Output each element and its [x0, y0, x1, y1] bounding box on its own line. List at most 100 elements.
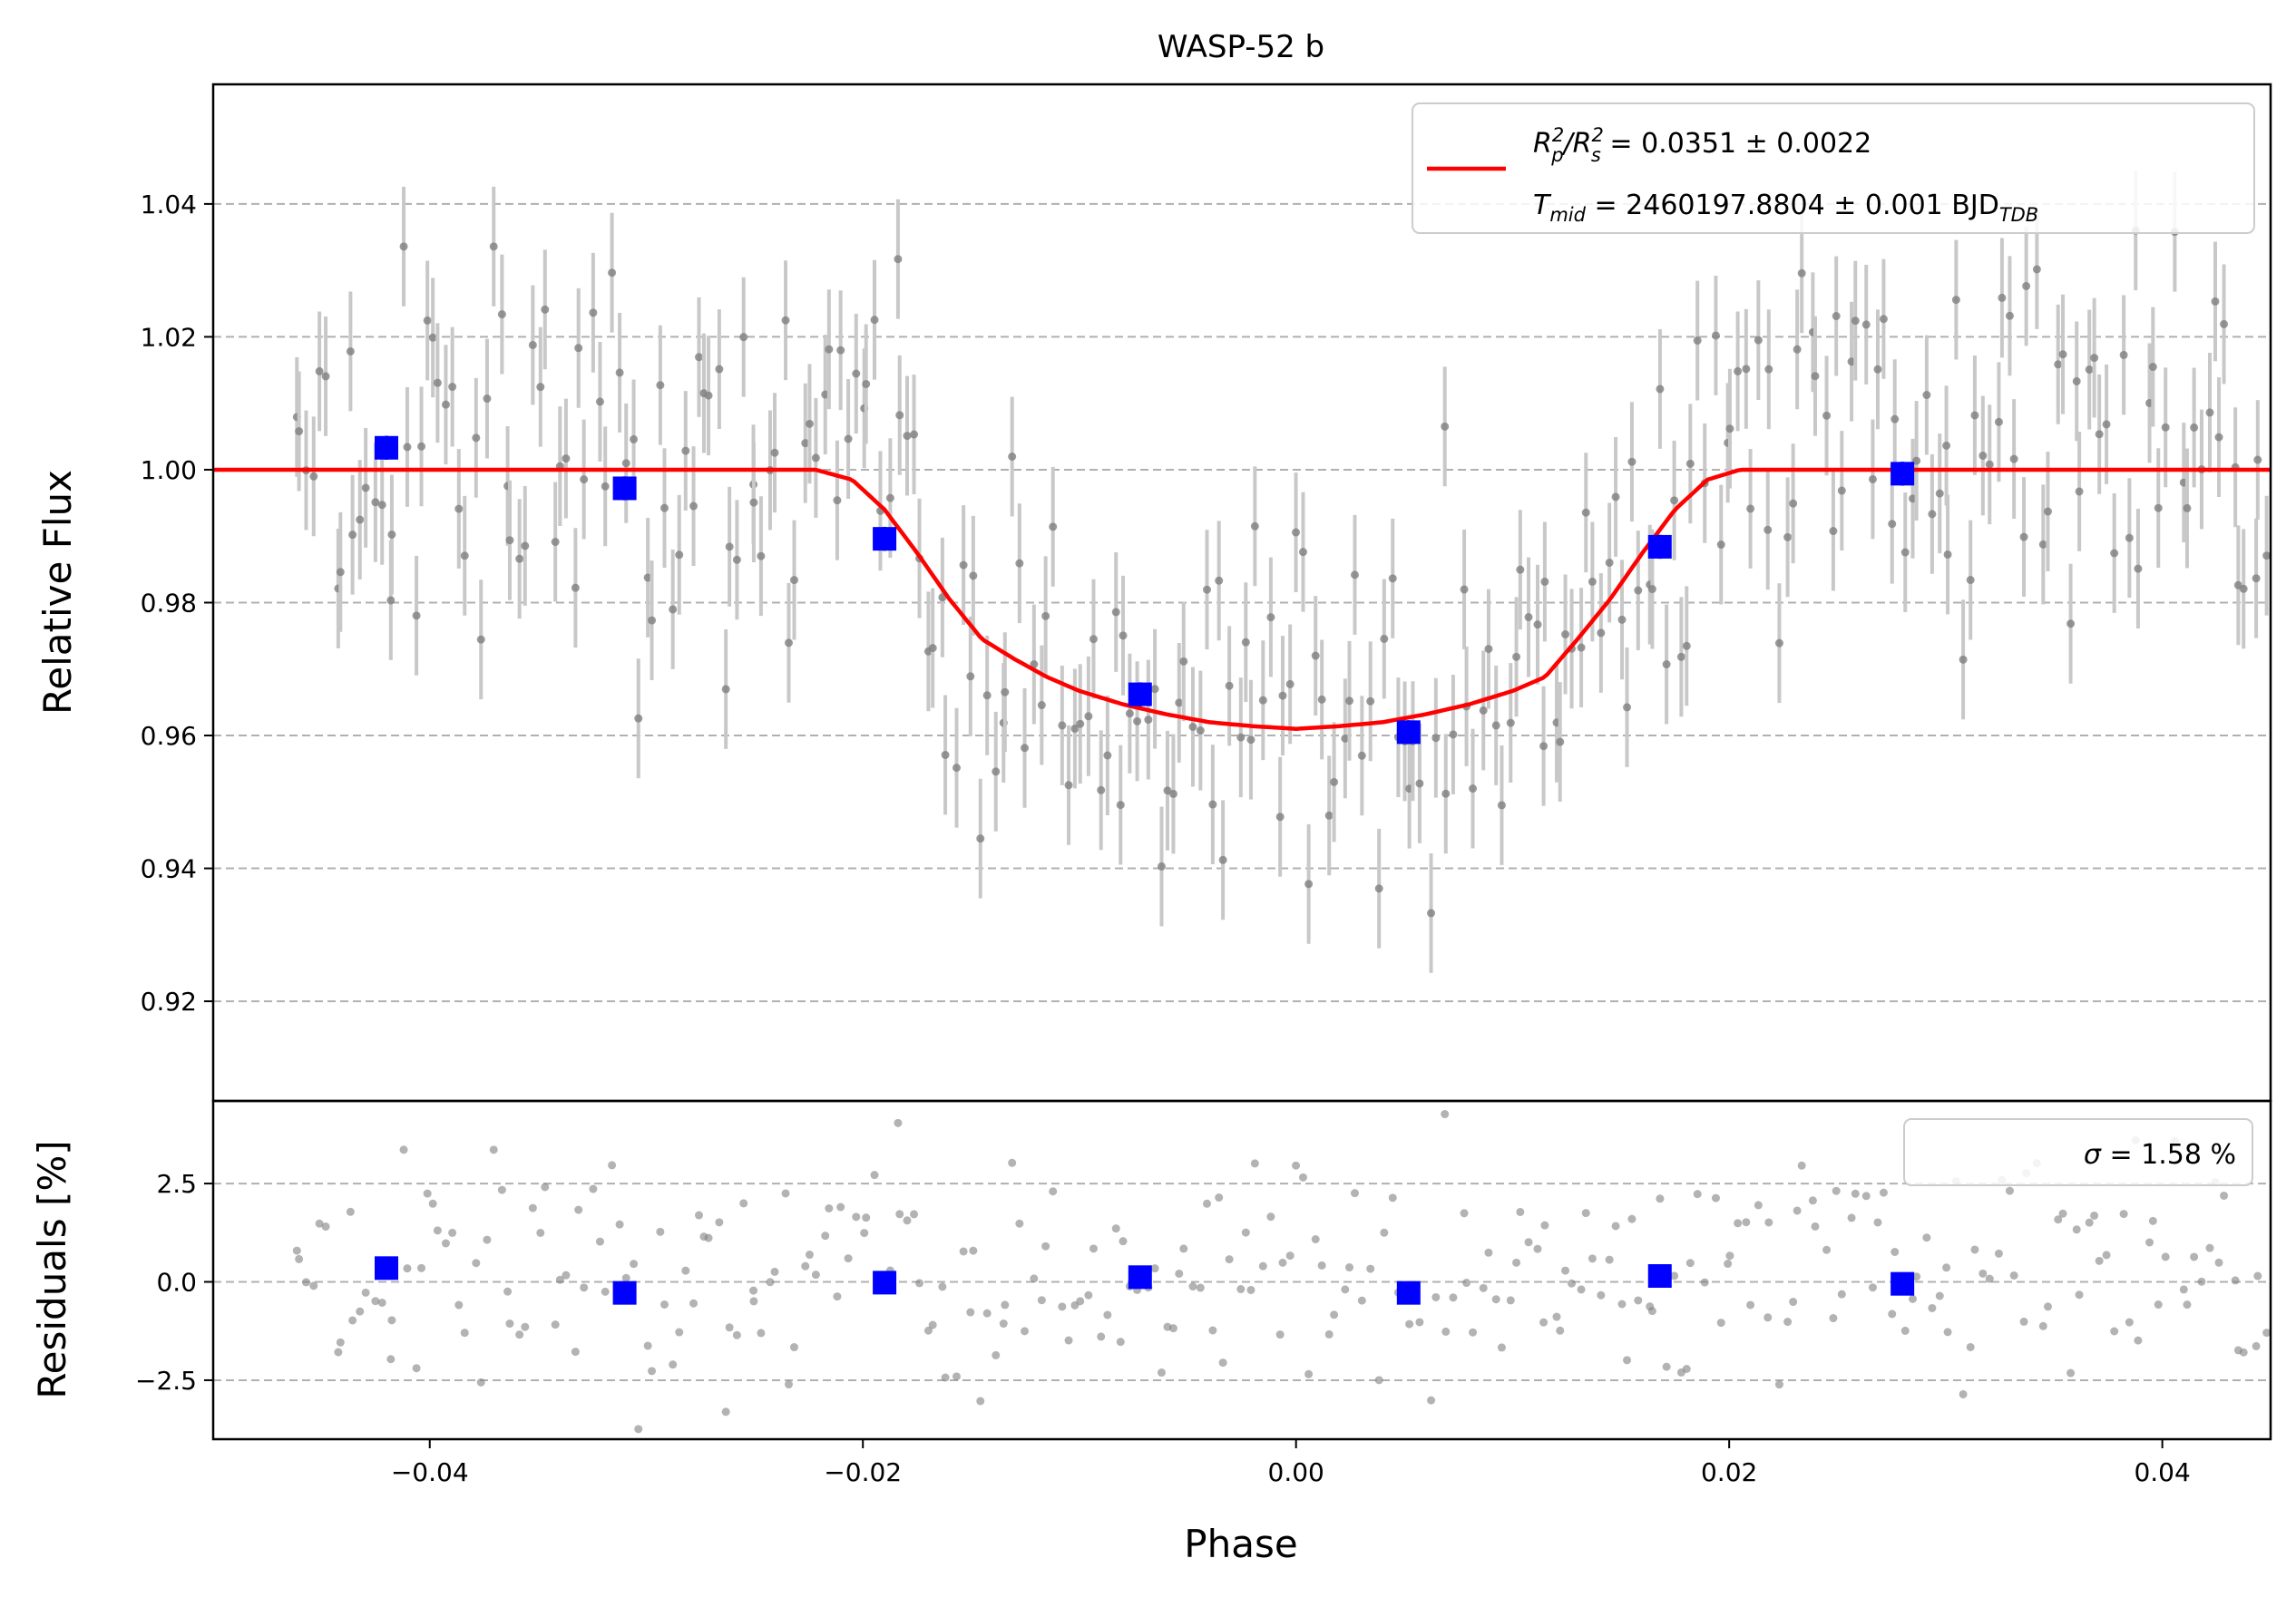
residual-raw-point: [1089, 1244, 1098, 1253]
raw-point: [1460, 585, 1469, 594]
residual-raw-point: [1912, 1272, 1921, 1281]
residual-raw-point: [551, 1320, 560, 1329]
residual-raw-point: [1345, 1263, 1354, 1272]
raw-point: [1150, 685, 1159, 694]
raw-point: [656, 381, 665, 390]
raw-point: [1491, 721, 1500, 730]
raw-point: [1928, 510, 1937, 519]
residual-raw-point: [321, 1222, 330, 1232]
residual-raw-point: [497, 1185, 506, 1194]
raw-point: [1533, 620, 1542, 629]
residual-raw-point: [1754, 1201, 1763, 1210]
raw-point: [1985, 460, 1994, 469]
residual-raw-point: [1250, 1159, 1259, 1168]
residual-raw-point: [476, 1378, 485, 1387]
residual-raw-point: [2125, 1318, 2134, 1327]
raw-point: [805, 419, 814, 428]
raw-point: [1037, 701, 1046, 710]
residual-raw-point: [1350, 1189, 1359, 1198]
residual-raw-point: [1837, 1290, 1846, 1299]
raw-point: [2148, 363, 2157, 372]
raw-point: [952, 764, 961, 773]
residual-raw-point: [1746, 1300, 1755, 1310]
raw-point: [1597, 628, 1606, 638]
residual-raw-point: [1311, 1235, 1320, 1244]
residual-raw-point: [836, 1203, 845, 1212]
residual-raw-point: [377, 1298, 386, 1307]
raw-point: [1030, 660, 1039, 669]
raw-point: [1021, 744, 1030, 753]
residual-raw-point: [574, 1205, 583, 1214]
residual-raw-point: [1789, 1298, 1798, 1307]
raw-point: [1196, 726, 1205, 735]
residual-raw-point: [1516, 1207, 1525, 1216]
raw-point: [1711, 331, 1720, 340]
residual-raw-point: [2252, 1341, 2261, 1350]
main-y-tick-label: 1.04: [141, 190, 197, 219]
residual-raw-point: [2110, 1327, 2119, 1336]
residual-raw-point: [749, 1286, 758, 1295]
residual-binned-point: [1396, 1281, 1421, 1305]
raw-point: [1837, 486, 1846, 495]
raw-point: [1588, 577, 1597, 586]
residual-raw-point: [386, 1355, 396, 1364]
residual-raw-point: [1357, 1296, 1366, 1305]
raw-point: [1942, 441, 1951, 450]
raw-point: [472, 433, 481, 443]
raw-point: [895, 411, 904, 420]
raw-point: [460, 551, 469, 560]
raw-point: [2032, 265, 2041, 274]
raw-point: [704, 391, 713, 400]
residual-raw-point: [1627, 1214, 1637, 1223]
raw-point: [1742, 365, 1751, 374]
residual-raw-point: [1236, 1285, 1246, 1294]
main-y-tick-label: 0.92: [141, 987, 197, 1017]
residual-raw-point: [1966, 1342, 1975, 1351]
raw-point: [1449, 730, 1458, 739]
raw-point: [1125, 709, 1134, 718]
residual-raw-point: [315, 1219, 324, 1228]
residual-raw-point: [969, 1246, 978, 1255]
residual-raw-point: [2075, 1290, 2084, 1300]
residual-raw-point: [694, 1211, 703, 1220]
main-y-tick-label: 0.94: [141, 854, 197, 884]
raw-point: [1484, 645, 1493, 654]
raw-point: [441, 400, 450, 409]
raw-point: [2154, 503, 2163, 512]
residual-raw-point: [1994, 1249, 2003, 1258]
raw-point: [862, 379, 871, 388]
raw-point: [739, 333, 748, 342]
raw-point: [1427, 909, 1436, 918]
raw-point: [1497, 801, 1506, 810]
residual-raw-point: [1879, 1188, 1888, 1197]
residual-raw-point: [2214, 1258, 2223, 1267]
raw-point: [2110, 549, 2119, 558]
residual-raw-point: [1258, 1261, 1267, 1271]
residual-raw-point: [952, 1372, 961, 1381]
raw-point: [725, 542, 734, 551]
residual-raw-point: [1285, 1251, 1295, 1261]
raw-point: [1441, 789, 1451, 798]
residual-raw-point: [1623, 1356, 1632, 1365]
residual-raw-point: [915, 1279, 924, 1288]
residual-raw-point: [1292, 1161, 1301, 1170]
binned-point: [1128, 682, 1152, 706]
raw-point: [356, 515, 365, 524]
raw-point: [2239, 584, 2248, 593]
raw-point: [1670, 496, 1679, 505]
residual-raw-point: [894, 1118, 903, 1127]
residual-raw-point: [521, 1322, 530, 1331]
residual-raw-point: [1985, 1274, 1994, 1283]
raw-point: [1506, 718, 1515, 727]
residual-raw-point: [1460, 1209, 1469, 1218]
raw-point: [852, 369, 861, 378]
raw-point: [770, 448, 779, 457]
raw-point: [1581, 508, 1590, 517]
raw-point: [1157, 862, 1166, 871]
residual-raw-point: [999, 1319, 1008, 1329]
raw-point: [1900, 548, 1910, 557]
raw-point: [836, 346, 845, 355]
residual-raw-point: [1001, 1300, 1010, 1310]
residual-raw-point: [1711, 1193, 1720, 1203]
raw-point: [630, 434, 639, 443]
